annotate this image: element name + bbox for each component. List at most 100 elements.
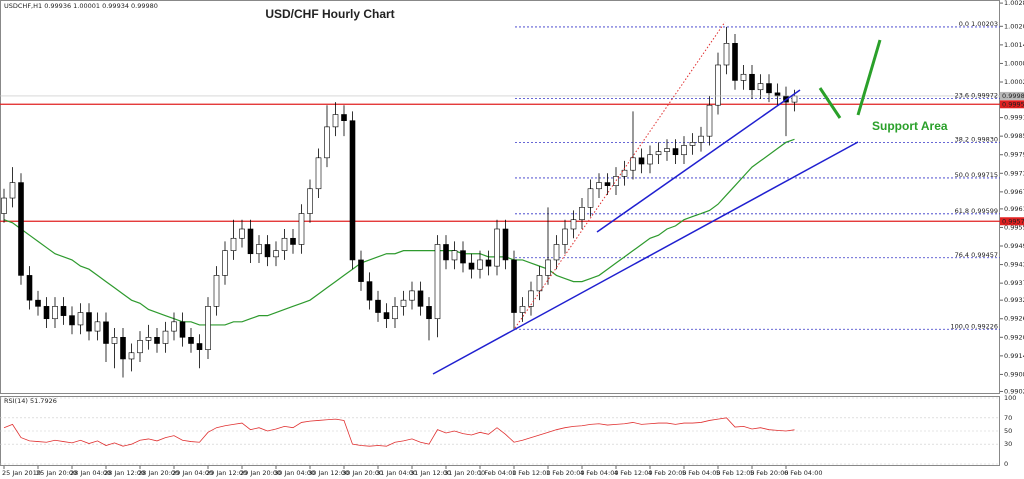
y-tick-label: 1.00085	[1004, 59, 1024, 67]
y-tick-label: 0.99025	[1004, 387, 1024, 395]
fib-label: 23.6 0.99972	[955, 91, 998, 99]
rsi-title: RSI(14) 51.7926	[4, 397, 57, 405]
candle-body	[715, 64, 721, 106]
candle-body	[409, 290, 415, 301]
candle-body	[332, 114, 339, 128]
level-label: 0.99953	[1002, 100, 1024, 108]
candle-body	[689, 142, 696, 146]
candle-body	[647, 154, 653, 165]
level-label: 0.99575	[1002, 217, 1024, 225]
fib-label: 61.8 0.99599	[955, 207, 998, 215]
candle-body	[698, 135, 704, 143]
x-tick-label: 30 Jan 20:00	[342, 469, 383, 477]
candle-body	[655, 151, 662, 156]
fib-trend	[514, 21, 726, 329]
candle-body	[536, 275, 543, 292]
candle-body	[230, 237, 237, 251]
candle-body	[239, 228, 245, 239]
candle-body	[247, 228, 254, 255]
candle-body	[77, 312, 84, 326]
candle-body	[494, 228, 500, 267]
x-tick-label: 28 Jan 04:00	[70, 469, 111, 477]
y-tick-label: 0.99435	[1004, 261, 1024, 269]
y-tick-label: 0.99850	[1004, 132, 1024, 140]
candle-body	[613, 176, 619, 186]
candle-body	[26, 275, 33, 301]
candle-body	[732, 43, 738, 81]
candle-body	[307, 188, 313, 214]
candle-body	[35, 299, 41, 307]
candle-body	[443, 244, 449, 261]
x-tick-label: 31 Jan 12:00	[410, 469, 451, 477]
candle-body	[604, 182, 611, 186]
fib-label: 38.2 0.99830	[955, 135, 998, 143]
y-tick-label: 0.99495	[1004, 242, 1024, 250]
candle-body	[383, 312, 390, 320]
x-tick-label: 29 Jan 12:00	[206, 469, 247, 477]
current-price-label: 0.99980	[1002, 92, 1024, 100]
x-tick-label: 30 Jan 04:00	[274, 469, 315, 477]
candle-body	[664, 148, 670, 152]
y-tick-label: 0.99555	[1004, 223, 1024, 231]
rsi-tick-label: 100	[1004, 394, 1016, 402]
y-tick-label: 1.00280	[1004, 0, 1024, 7]
candle-body	[502, 228, 509, 261]
candle-body	[570, 219, 577, 230]
candle-body	[587, 188, 594, 208]
level-tag	[1000, 217, 1024, 226]
level-tag	[1000, 100, 1024, 109]
candle-body	[791, 95, 798, 103]
x-tick-label: 5 Feb 20:00	[750, 469, 789, 477]
candle-body	[145, 336, 152, 341]
rsi-line	[3, 417, 795, 447]
candle-body	[766, 83, 772, 94]
candle-body	[511, 259, 517, 313]
candle-body	[672, 148, 679, 156]
x-tick-label: 29 Jan 04:00	[172, 469, 213, 477]
y-tick-label: 1.00025	[1004, 78, 1024, 86]
fib-label: 50.0 0.99715	[955, 171, 998, 179]
candle-body	[434, 244, 441, 320]
y-tick-label: 0.99375	[1004, 279, 1024, 287]
candle-body	[630, 157, 636, 171]
candle-body	[213, 275, 220, 307]
candle-body	[519, 306, 526, 313]
candle-body	[179, 321, 186, 338]
candle-body	[477, 259, 483, 270]
fib-label: 100.0 0.99226	[950, 322, 998, 330]
candle-body	[375, 299, 381, 313]
candle-body	[392, 306, 398, 320]
candle-body	[60, 306, 67, 316]
x-tick-label: 5 Feb 04:00	[682, 469, 721, 477]
candle-body	[111, 336, 118, 344]
candle-body	[706, 104, 713, 137]
arrow-stroke	[818, 87, 842, 119]
candle-body	[43, 306, 50, 320]
candle-body	[553, 244, 560, 261]
candle-body	[171, 321, 177, 332]
candle-body	[86, 312, 92, 332]
candle-body	[528, 290, 534, 307]
candle-body	[417, 290, 424, 307]
candle-body	[562, 228, 568, 245]
candle-body	[757, 83, 764, 91]
y-tick-label: 0.99140	[1004, 352, 1024, 360]
x-tick-label: 25 Jan 2019	[2, 469, 41, 477]
candle-body	[451, 250, 458, 261]
candle-body	[341, 114, 347, 121]
y-tick-label: 0.99080	[1004, 370, 1024, 378]
candle-body	[400, 299, 407, 307]
main-panel	[0, 0, 1000, 394]
candle-body	[273, 250, 279, 258]
y-tick-label: 1.00205	[1004, 22, 1024, 30]
candle-body	[103, 321, 109, 344]
candle-body	[596, 182, 602, 190]
x-tick-label: 1 Feb 20:00	[546, 469, 585, 477]
candle-body	[69, 315, 75, 326]
candle-body	[579, 207, 585, 221]
candle-body	[621, 169, 628, 177]
y-tick-label: 0.99200	[1004, 333, 1024, 341]
x-tick-label: 5 Feb 12:00	[716, 469, 755, 477]
candle-body	[460, 250, 466, 264]
